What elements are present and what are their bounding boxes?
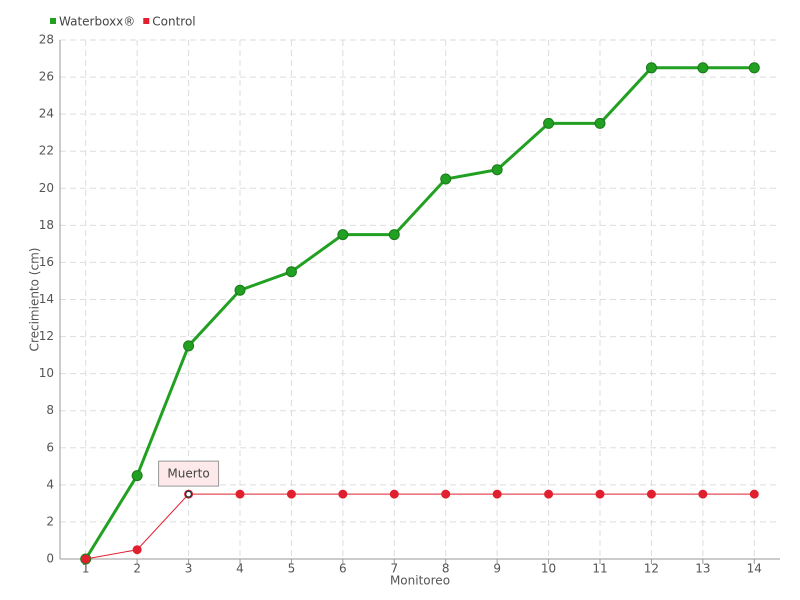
- point: [697, 62, 709, 74]
- x-tick-label: 10: [541, 562, 556, 576]
- series-line: [84, 66, 755, 560]
- y-axis-label: Crecimiento (cm): [28, 248, 42, 352]
- point: [441, 489, 451, 499]
- point: [389, 489, 399, 499]
- y-tick-label: 20: [39, 181, 54, 195]
- legend-label: Control: [152, 15, 195, 29]
- y-tick-label: 2: [46, 514, 54, 528]
- y-tick-label: 10: [39, 366, 54, 380]
- legend-swatch: [143, 18, 150, 24]
- y-tick-label: 16: [39, 255, 54, 269]
- x-tick-label: 12: [644, 562, 659, 576]
- series-line: [85, 493, 755, 560]
- point: [595, 489, 605, 499]
- point: [646, 489, 656, 499]
- highlight-point: [184, 490, 193, 498]
- x-tick-label: 2: [133, 562, 141, 576]
- y-tick-label: 4: [46, 477, 54, 491]
- point: [81, 554, 91, 564]
- annotation: Muerto: [167, 467, 209, 481]
- point: [338, 489, 348, 499]
- point: [132, 545, 142, 555]
- y-tick-label: 12: [39, 329, 54, 343]
- x-tick-label: 9: [493, 562, 501, 576]
- legend-swatch: [50, 18, 56, 24]
- point: [440, 173, 452, 185]
- point: [183, 340, 195, 352]
- point: [286, 489, 296, 499]
- y-tick-label: 24: [39, 107, 54, 121]
- annotation-box: [158, 460, 220, 487]
- x-axis-label: Monitoreo: [390, 574, 450, 588]
- y-tick-label: 0: [46, 552, 54, 566]
- point: [234, 284, 246, 296]
- y-tick-label: 6: [46, 440, 54, 454]
- point: [131, 470, 143, 482]
- point: [285, 266, 297, 278]
- x-tick-label: 8: [442, 562, 450, 576]
- y-tick-label: 8: [46, 403, 54, 417]
- point: [748, 62, 760, 74]
- point: [698, 489, 708, 499]
- point: [388, 229, 400, 241]
- y-tick-label: 28: [39, 33, 54, 47]
- x-tick-label: 7: [390, 562, 398, 576]
- x-tick-label: 6: [339, 562, 347, 576]
- point: [543, 117, 555, 129]
- point: [235, 489, 245, 499]
- point: [337, 229, 349, 241]
- x-tick-label: 11: [592, 562, 607, 576]
- x-tick-label: 14: [747, 562, 762, 576]
- x-tick-label: 3: [185, 562, 193, 576]
- point: [492, 489, 502, 499]
- point: [645, 62, 657, 74]
- y-tick-label: 26: [39, 70, 54, 84]
- y-tick-label: 22: [39, 144, 54, 158]
- point: [491, 164, 503, 176]
- y-tick-label: 14: [39, 292, 54, 306]
- x-tick-label: 5: [288, 562, 296, 576]
- y-tick-label: 18: [39, 218, 54, 232]
- point: [544, 489, 554, 499]
- x-tick-label: 1: [82, 562, 90, 576]
- point: [594, 117, 606, 129]
- x-tick-label: 4: [236, 562, 244, 576]
- legend-label: Waterboxx®: [59, 15, 135, 29]
- point: [749, 489, 759, 499]
- x-tick-label: 13: [695, 562, 710, 576]
